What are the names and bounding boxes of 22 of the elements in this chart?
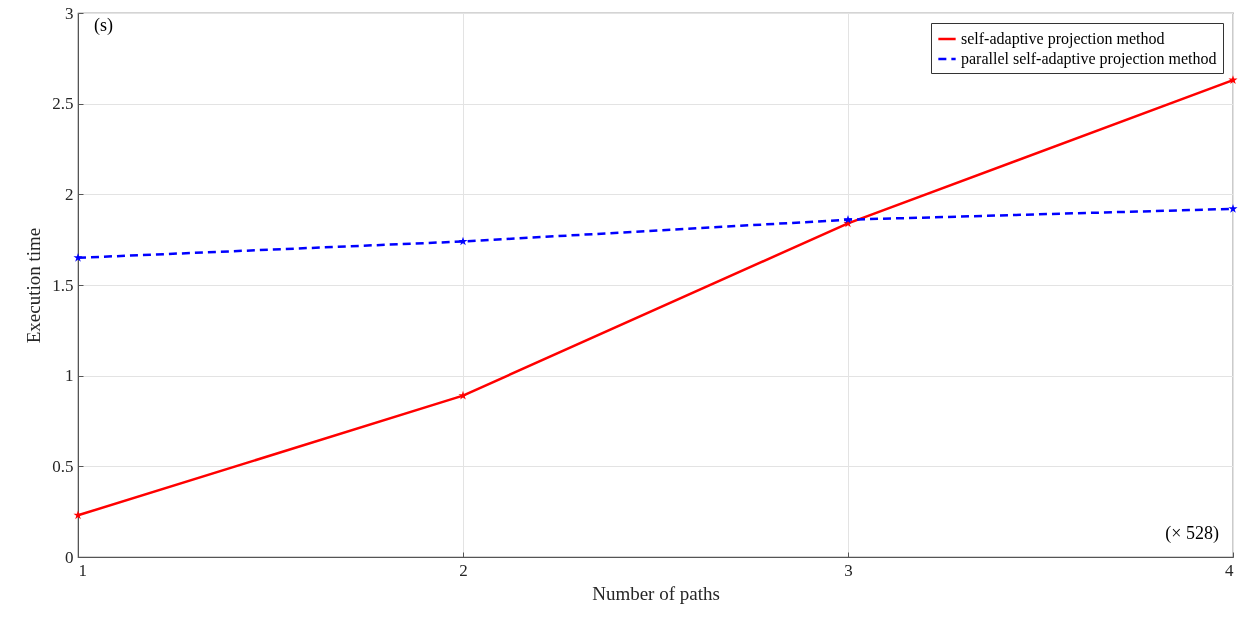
x-tick-label: 3 xyxy=(844,560,853,580)
y-tick-label: 2 xyxy=(65,184,74,204)
x-axis-title: Number of paths xyxy=(592,582,720,604)
y-tick-label: 1 xyxy=(65,366,74,386)
x-tick-label: 2 xyxy=(459,560,468,580)
point xyxy=(458,236,468,246)
x-tick-label: 4 xyxy=(1225,560,1234,580)
y-tick-label: 2.5 xyxy=(52,94,74,114)
x-tick-label: 1 xyxy=(78,560,87,580)
point xyxy=(458,390,468,400)
point xyxy=(843,214,853,224)
legend-label: self-adaptive projection method xyxy=(961,30,1165,48)
point xyxy=(1228,204,1238,213)
annotation: (s) xyxy=(94,15,113,36)
y-axis-title: Execution time xyxy=(23,227,45,344)
y-tick-label: 0 xyxy=(65,547,74,567)
point xyxy=(73,253,83,262)
y-tick-label: 1.5 xyxy=(52,275,74,295)
annotation: (× 528) xyxy=(1165,523,1219,544)
legend-label: parallel self-adaptive projection method xyxy=(961,50,1217,68)
y-tick-label: 3 xyxy=(65,3,74,23)
y-tick-label: 0.5 xyxy=(52,456,74,476)
